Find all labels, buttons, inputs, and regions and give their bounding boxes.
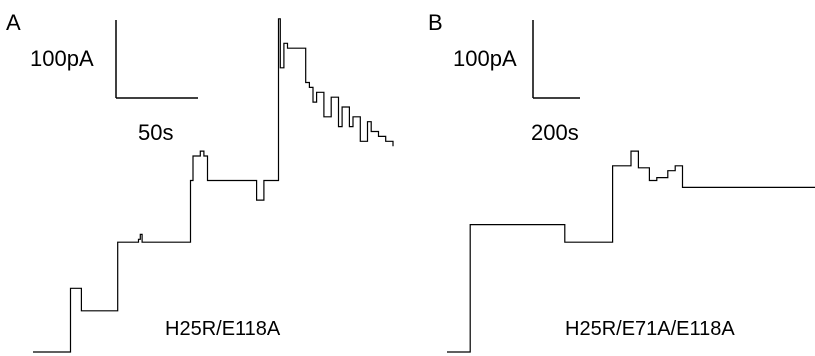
panel-a-construct-label: H25R/E118A bbox=[165, 318, 281, 340]
panel-b-x-scale-label: 200s bbox=[531, 120, 579, 145]
panel-b-construct-label: H25R/E71A/E118A bbox=[565, 318, 735, 340]
panel-a-x-scale-label: 50s bbox=[138, 120, 173, 145]
panel-b-label: B bbox=[428, 10, 443, 35]
panel-b-current-trace bbox=[447, 150, 815, 353]
panel-a-label: A bbox=[6, 10, 21, 35]
panel-b-y-scale-label: 100pA bbox=[453, 46, 517, 71]
panel-a-y-scale-label: 100pA bbox=[30, 46, 94, 71]
panel-b: B 100pA 200s H25R/E71A/E118A bbox=[428, 10, 815, 353]
panel-a-current-trace bbox=[33, 18, 394, 353]
panel-a: A 100pA 50s H25R/E118A bbox=[6, 10, 394, 353]
